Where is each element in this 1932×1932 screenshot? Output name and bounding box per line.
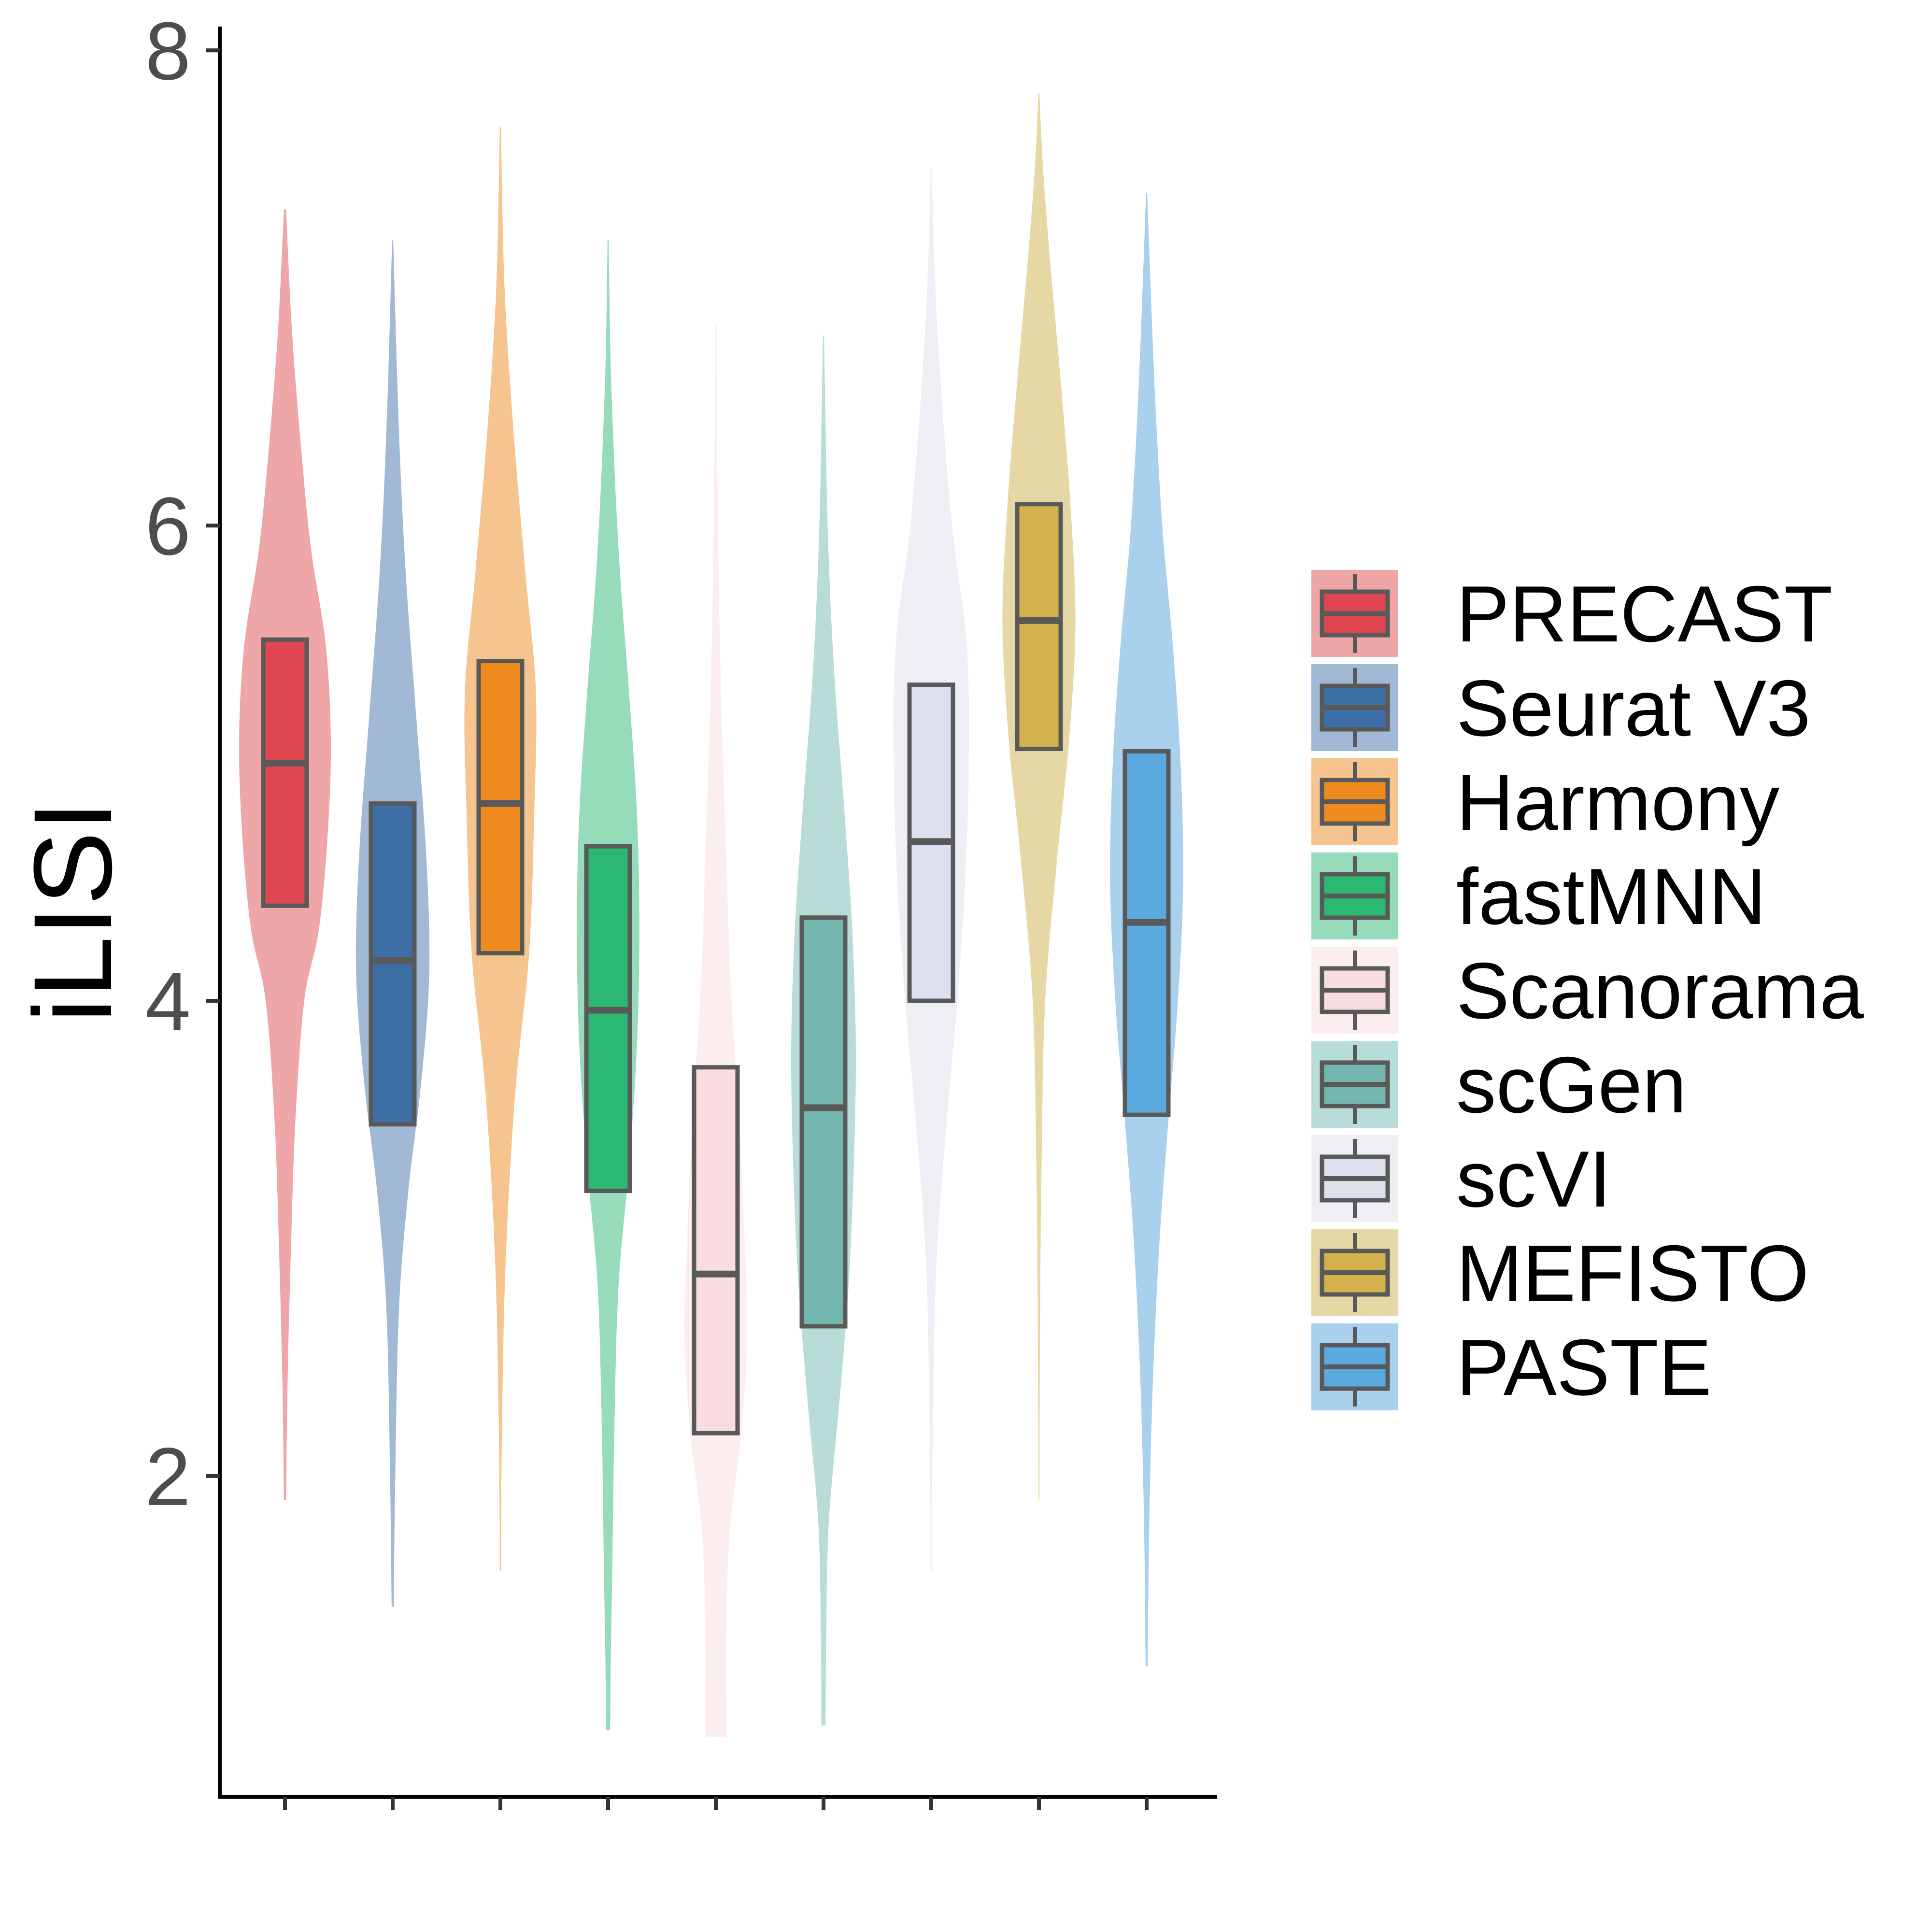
legend-label: Scanorama (1456, 946, 1864, 1035)
y-tick-label-8: 8 (145, 5, 191, 97)
box-fastmnn (584, 844, 632, 1193)
y-ticks: 2 4 6 8 (145, 5, 220, 1523)
y-tick-label-6: 6 (145, 481, 191, 572)
box-paste (1122, 749, 1171, 1117)
violin-mefisto (1002, 93, 1076, 1500)
y-tick-label-2: 2 (145, 1431, 191, 1523)
box-scanorama (692, 1065, 740, 1435)
box-scgen (799, 915, 848, 1329)
legend-item-paste: PASTE (1311, 1323, 1712, 1412)
box-precast (261, 637, 309, 908)
legend-item-precast: PRECAST (1311, 569, 1833, 658)
legend-label: scGen (1456, 1040, 1687, 1129)
legend-item-fastmnn: fastMNN (1311, 852, 1766, 941)
legend-label: scVI (1456, 1135, 1611, 1223)
legend-item-seurat-v3: Seurat V3 (1311, 664, 1811, 753)
legend-item-scvi: scVI (1311, 1135, 1611, 1223)
boxes-layer (261, 502, 1171, 1435)
legend-label: PRECAST (1456, 569, 1833, 658)
legend-item-scgen: scGen (1311, 1040, 1687, 1129)
y-axis-title: iLISI (11, 800, 135, 1023)
legend-item-scanorama: Scanorama (1311, 946, 1864, 1035)
legend-label: PASTE (1456, 1323, 1712, 1412)
x-ticks (283, 1797, 1149, 1810)
legend-label: MEFISTO (1456, 1229, 1809, 1318)
legend-label: Harmony (1456, 758, 1780, 847)
legend-item-mefisto: MEFISTO (1311, 1229, 1809, 1318)
legend-item-harmony: Harmony (1311, 758, 1780, 847)
violin-scanorama (684, 323, 747, 1738)
legend-label: fastMNN (1456, 852, 1766, 941)
box-mefisto (1015, 502, 1063, 752)
box-harmony (476, 658, 525, 956)
y-tick-label-4: 4 (145, 956, 191, 1048)
legend-label: Seurat V3 (1456, 664, 1811, 753)
box-seurat-v3 (369, 801, 417, 1127)
